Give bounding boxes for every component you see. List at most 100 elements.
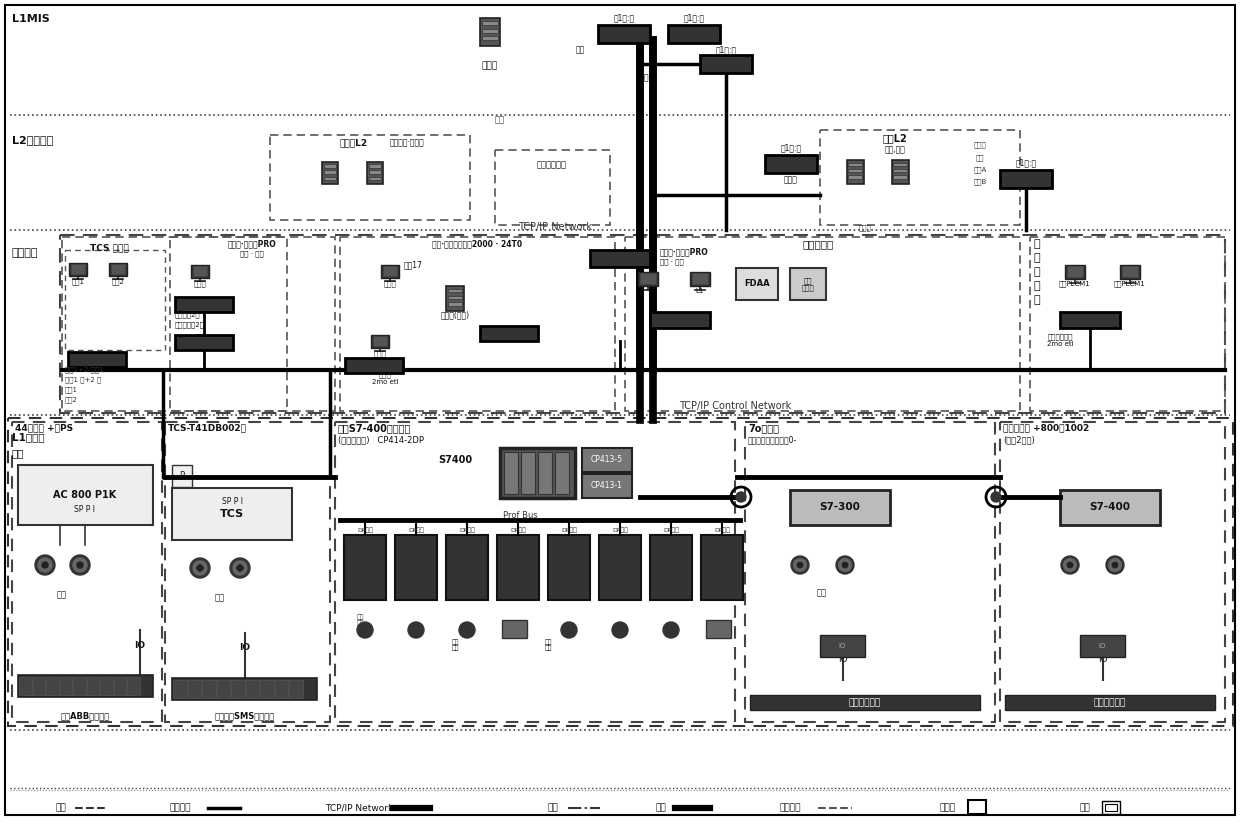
Text: 7o电气室: 7o电气室 bbox=[748, 423, 779, 433]
Bar bbox=[174, 680, 186, 698]
Bar bbox=[745, 422, 994, 722]
Bar bbox=[396, 535, 436, 600]
Bar bbox=[19, 675, 153, 697]
Bar bbox=[217, 680, 229, 698]
Bar bbox=[480, 18, 500, 46]
Bar bbox=[1060, 312, 1120, 328]
Bar bbox=[19, 465, 153, 525]
Text: SP P I: SP P I bbox=[74, 506, 95, 515]
Text: 代: 代 bbox=[1033, 239, 1039, 249]
Circle shape bbox=[836, 556, 854, 574]
Text: 独立PLCM1: 独立PLCM1 bbox=[1114, 280, 1146, 287]
Bar bbox=[62, 237, 286, 411]
Bar bbox=[999, 170, 1052, 188]
Bar bbox=[19, 677, 31, 695]
Bar bbox=[260, 680, 274, 698]
Circle shape bbox=[838, 559, 852, 571]
Text: DP模块: DP模块 bbox=[560, 527, 577, 533]
Bar bbox=[668, 25, 720, 43]
Bar bbox=[1068, 266, 1083, 276]
Bar bbox=[503, 452, 518, 494]
Text: 接: 接 bbox=[644, 73, 649, 82]
Bar bbox=[639, 272, 657, 286]
Text: 电1坐:板: 电1坐:板 bbox=[780, 144, 801, 153]
Text: P: P bbox=[180, 472, 185, 480]
Bar bbox=[68, 352, 126, 367]
Bar bbox=[32, 677, 45, 695]
Text: 冷却
阀组: 冷却 阀组 bbox=[451, 639, 459, 651]
Bar bbox=[175, 335, 233, 350]
Text: 接线下: 接线下 bbox=[858, 224, 872, 231]
Circle shape bbox=[1109, 559, 1121, 571]
Bar bbox=[556, 452, 569, 494]
Bar bbox=[650, 535, 692, 600]
Bar bbox=[893, 169, 906, 172]
Text: L1基础自: L1基础自 bbox=[12, 432, 45, 442]
Bar bbox=[482, 36, 498, 40]
Bar bbox=[706, 620, 732, 638]
Bar bbox=[1102, 801, 1120, 814]
Bar bbox=[192, 266, 207, 276]
Text: IO: IO bbox=[1099, 643, 1106, 649]
Circle shape bbox=[560, 622, 577, 638]
Bar bbox=[110, 264, 125, 274]
Circle shape bbox=[233, 561, 247, 575]
Text: IO: IO bbox=[838, 656, 848, 664]
Text: 电1坐:板: 电1坐:板 bbox=[683, 13, 704, 22]
Text: IO: IO bbox=[134, 640, 145, 649]
Bar bbox=[187, 680, 201, 698]
Text: S7-400: S7-400 bbox=[1090, 502, 1131, 512]
Text: 44电气室 +电PS: 44电气室 +电PS bbox=[15, 423, 73, 432]
Bar bbox=[202, 680, 216, 698]
Bar bbox=[170, 237, 335, 411]
Bar bbox=[109, 263, 126, 276]
Text: 工业以太: 工业以太 bbox=[780, 804, 801, 813]
Bar bbox=[87, 677, 99, 695]
Bar bbox=[381, 265, 399, 278]
Bar bbox=[848, 169, 862, 172]
Text: IO: IO bbox=[239, 644, 250, 653]
Bar bbox=[165, 422, 330, 722]
Circle shape bbox=[1112, 563, 1117, 568]
Bar bbox=[367, 162, 383, 185]
Circle shape bbox=[1061, 556, 1079, 574]
Text: 阀门
控制: 阀门 控制 bbox=[356, 614, 363, 626]
Text: 冷卧机
2mo etl: 冷卧机 2mo etl bbox=[372, 371, 398, 384]
Circle shape bbox=[237, 565, 243, 571]
Bar bbox=[373, 337, 387, 346]
Bar bbox=[893, 163, 906, 166]
Bar bbox=[1105, 804, 1117, 811]
Text: 公共1: 公共1 bbox=[64, 387, 78, 394]
Text: 操作站存车2路: 操作站存车2路 bbox=[175, 322, 205, 328]
Bar bbox=[1065, 265, 1085, 280]
Text: L1MIS: L1MIS bbox=[12, 14, 50, 24]
Bar bbox=[848, 163, 862, 166]
Bar bbox=[274, 680, 288, 698]
Circle shape bbox=[1068, 563, 1073, 568]
Text: 多任务·文件机PRO: 多任务·文件机PRO bbox=[660, 248, 709, 257]
Text: (快冷电气室)   CP414-2DP: (快冷电气室) CP414-2DP bbox=[339, 436, 424, 445]
Bar bbox=[60, 677, 72, 695]
Bar bbox=[640, 273, 656, 284]
Bar bbox=[790, 490, 890, 525]
Circle shape bbox=[794, 559, 806, 571]
Bar bbox=[1080, 635, 1125, 657]
Circle shape bbox=[193, 561, 207, 575]
Text: 多回·上道式交换机2000 · 24T0: 多回·上道式交换机2000 · 24T0 bbox=[432, 239, 522, 248]
Bar bbox=[598, 25, 650, 43]
Bar bbox=[12, 422, 162, 722]
Text: 数字: 数字 bbox=[1080, 804, 1091, 813]
Bar bbox=[892, 160, 909, 184]
Text: DP模块: DP模块 bbox=[714, 527, 730, 533]
Bar bbox=[371, 335, 389, 348]
Circle shape bbox=[842, 563, 848, 568]
Bar bbox=[701, 55, 751, 73]
Text: 钢铁线L2: 钢铁线L2 bbox=[340, 139, 368, 148]
Text: 操作1+2 网络1: 操作1+2 网络1 bbox=[64, 366, 103, 373]
Text: 操作17: 操作17 bbox=[403, 261, 423, 270]
Text: L2过程控制: L2过程控制 bbox=[12, 135, 53, 145]
Bar bbox=[790, 268, 826, 300]
Circle shape bbox=[797, 563, 802, 568]
Text: 接线A: 接线A bbox=[973, 167, 987, 173]
Bar bbox=[383, 266, 397, 276]
